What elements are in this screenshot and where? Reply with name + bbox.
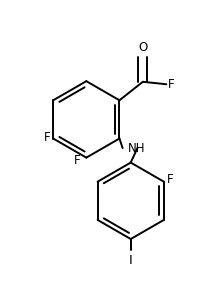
Text: F: F bbox=[168, 78, 175, 91]
Text: F: F bbox=[44, 131, 50, 144]
Text: NH: NH bbox=[128, 142, 145, 155]
Text: F: F bbox=[73, 153, 80, 167]
Text: I: I bbox=[129, 254, 133, 267]
Text: O: O bbox=[138, 41, 147, 54]
Text: F: F bbox=[167, 173, 173, 186]
